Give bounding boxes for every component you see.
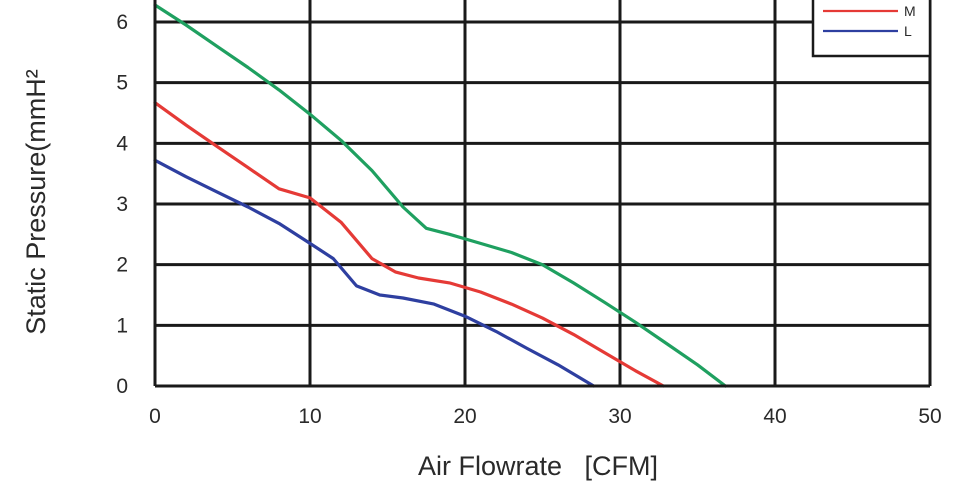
y-tick-label: 2 <box>116 254 128 277</box>
y-tick-label: 5 <box>116 72 128 95</box>
series-layer <box>153 3 728 388</box>
series-line-h <box>153 3 728 388</box>
x-tick-label: 20 <box>453 405 476 428</box>
legend-box <box>811 0 932 58</box>
plot-frame <box>153 0 930 388</box>
legend-label-m: M <box>904 3 916 19</box>
x-tick-label: 10 <box>298 405 321 428</box>
y-tick-label: 6 <box>116 11 128 34</box>
series-line-m <box>153 101 666 388</box>
x-axis-title: Air Flowrate [CFM] <box>418 451 658 481</box>
x-tick-label: 50 <box>918 405 941 428</box>
tick-labels: 0 10 20 30 40 50 0 1 2 3 4 5 6 <box>116 11 941 428</box>
grid <box>153 0 932 386</box>
x-tick-label: 40 <box>763 405 786 428</box>
y-tick-label: 4 <box>116 132 128 155</box>
legend: ML <box>811 0 932 58</box>
y-tick-label: 0 <box>116 375 128 398</box>
x-tick-label: 30 <box>608 405 631 428</box>
y-tick-label: 1 <box>116 314 128 337</box>
series-line-l <box>153 158 596 388</box>
legend-label-l: L <box>904 23 912 39</box>
y-axis-title: Static Pressure(mmH² <box>21 69 51 335</box>
x-tick-label: 0 <box>149 405 161 428</box>
y-tick-label: 3 <box>116 193 128 216</box>
